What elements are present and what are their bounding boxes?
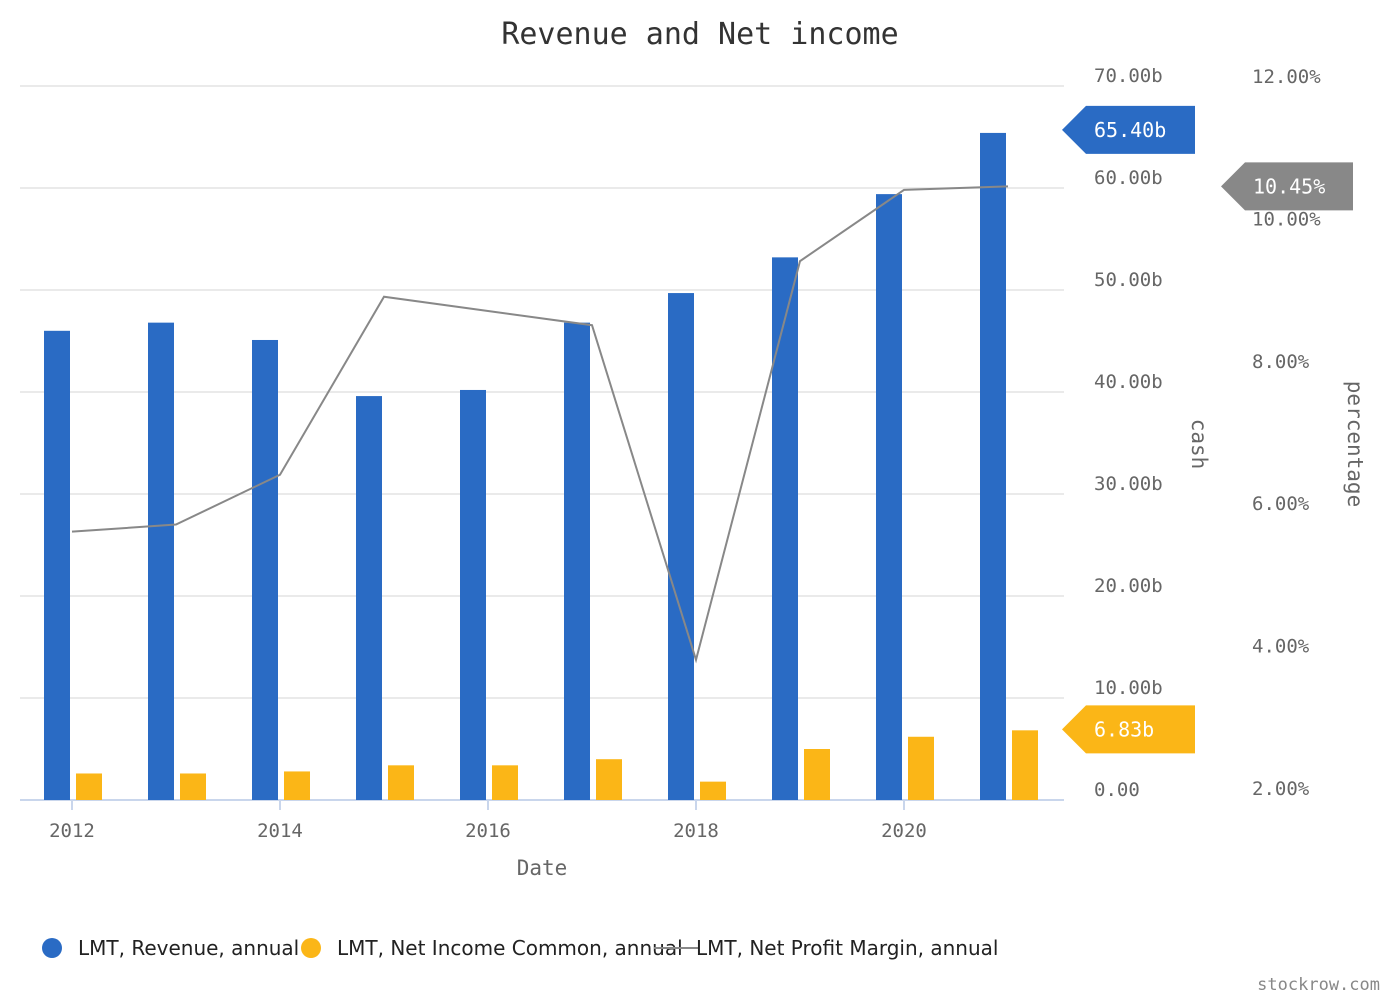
revenue-flag-label: 65.40b xyxy=(1094,118,1166,142)
value-flags: 65.40b 6.83b 10.45% xyxy=(1062,105,1353,754)
revenue-bar[interactable] xyxy=(252,339,278,800)
left-tick-label: 70.00b xyxy=(1094,65,1163,87)
revenue-bar[interactable] xyxy=(356,396,382,800)
legend-revenue-marker[interactable] xyxy=(42,938,62,958)
x-axis-ticks: 2012 2014 2016 2018 2020 xyxy=(49,800,927,842)
left-axis-ticks: 0.00 10.00b 20.00b 30.00b 40.00b 50.00b 60.00b… xyxy=(1094,65,1163,801)
legend: LMT, Revenue, annual LMT, Net Income Comm… xyxy=(42,936,998,960)
revenue-bar[interactable] xyxy=(772,257,798,800)
left-axis-title: cash xyxy=(1187,419,1211,470)
x-tick-label: 2012 xyxy=(49,820,95,842)
margin-flag-shape xyxy=(1221,162,1353,211)
left-tick-label: 60.00b xyxy=(1094,167,1163,189)
net-income-bar[interactable] xyxy=(596,759,622,800)
legend-revenue-label[interactable]: LMT, Revenue, annual xyxy=(78,936,299,960)
revenue-bar[interactable] xyxy=(876,194,902,800)
revenue-bar[interactable] xyxy=(148,322,174,800)
watermark: stockrow.com xyxy=(1257,975,1380,995)
right-tick-label: 12.00% xyxy=(1252,66,1321,88)
left-tick-label: 50.00b xyxy=(1094,269,1163,291)
net-income-bar[interactable] xyxy=(180,773,206,800)
revenue-flag-shape xyxy=(1062,105,1195,154)
left-tick-label: 20.00b xyxy=(1094,575,1163,597)
x-tick-label: 2014 xyxy=(257,820,303,842)
left-tick-label: 10.00b xyxy=(1094,677,1163,699)
gridlines xyxy=(20,85,1064,801)
x-axis-title: Date xyxy=(517,856,568,880)
chart-title: Revenue and Net income xyxy=(501,17,898,52)
revenue-bar[interactable] xyxy=(460,389,486,800)
net-income-bar[interactable] xyxy=(908,736,934,800)
bars-group xyxy=(44,132,1038,801)
net-income-flag-label: 6.83b xyxy=(1094,717,1154,741)
left-tick-label: 30.00b xyxy=(1094,473,1163,495)
right-tick-label: 4.00% xyxy=(1252,636,1310,658)
line-group xyxy=(71,185,1009,664)
left-tick-label: 0.00 xyxy=(1094,779,1140,801)
net-income-bar[interactable] xyxy=(388,765,414,800)
net-income-bar[interactable] xyxy=(76,773,102,800)
right-axis-title: percentage xyxy=(1343,381,1367,507)
net-profit-margin-line[interactable] xyxy=(71,185,1009,664)
right-tick-label: 10.00% xyxy=(1252,208,1321,230)
margin-flag-label: 10.45% xyxy=(1253,174,1325,198)
net-income-bar[interactable] xyxy=(492,765,518,800)
right-tick-label: 2.00% xyxy=(1252,778,1310,800)
x-tick-label: 2016 xyxy=(465,820,511,842)
net-income-bar[interactable] xyxy=(804,749,830,800)
left-tick-label: 40.00b xyxy=(1094,371,1163,393)
right-tick-label: 8.00% xyxy=(1252,351,1310,373)
net-income-flag-shape xyxy=(1062,705,1195,754)
revenue-bar[interactable] xyxy=(564,322,590,800)
right-tick-label: 6.00% xyxy=(1252,493,1310,515)
legend-net-income-label[interactable]: LMT, Net Income Common, annual xyxy=(337,936,683,960)
legend-net-income-marker[interactable] xyxy=(301,938,321,958)
right-axis-ticks: 2.00% 4.00% 6.00% 8.00% 10.00% 12.00% xyxy=(1252,66,1321,800)
net-income-bar[interactable] xyxy=(284,771,310,800)
revenue-bar[interactable] xyxy=(980,132,1006,801)
x-tick-label: 2018 xyxy=(673,820,719,842)
net-income-bar[interactable] xyxy=(700,781,726,800)
revenue-bar[interactable] xyxy=(668,293,694,800)
revenue-bar[interactable] xyxy=(44,330,70,800)
net-income-bar[interactable] xyxy=(1012,730,1038,800)
legend-margin-label[interactable]: LMT, Net Profit Margin, annual xyxy=(696,936,998,960)
x-tick-label: 2020 xyxy=(881,820,927,842)
